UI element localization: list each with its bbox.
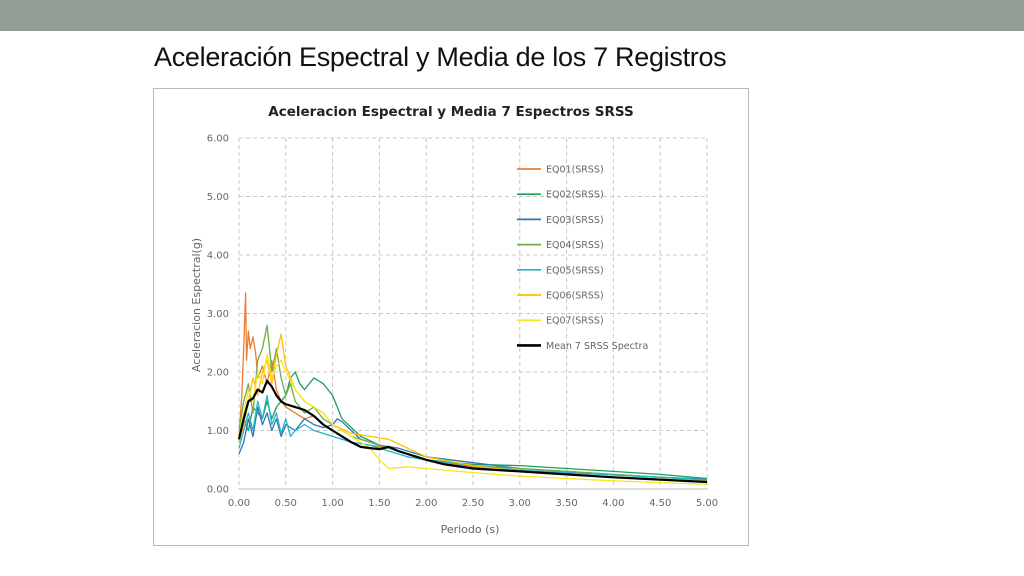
x-tick-label: 3.50	[555, 498, 577, 509]
y-tick-label: 2.00	[207, 368, 229, 379]
legend-label: EQ02(SRSS)	[546, 190, 604, 201]
series-line-8	[237, 379, 708, 484]
legend-label: EQ01(SRSS)	[546, 165, 604, 176]
series-line-3	[238, 406, 708, 480]
y-tick-label: 0.00	[207, 485, 229, 496]
legend: EQ01(SRSS) EQ02(SRSS) EQ03(SRSS) EQ04(SRSS)…	[517, 165, 648, 352]
y-tick-label: 3.00	[207, 309, 229, 320]
top-bar	[0, 0, 1024, 31]
x-tick-label: 2.50	[462, 498, 484, 509]
x-tick-label: 4.00	[602, 498, 624, 509]
legend-label: EQ03(SRSS)	[546, 215, 604, 226]
x-tick-label: 0.50	[275, 498, 297, 509]
y-tick-label: 5.00	[207, 192, 229, 203]
legend-label: EQ07(SRSS)	[546, 316, 604, 327]
x-tick-label: 2.00	[415, 498, 437, 509]
legend-label: EQ04(SRSS)	[546, 240, 604, 251]
chart: Aceleracion Espectral y Media 7 Espectro…	[190, 104, 718, 536]
y-tick-label: 1.00	[207, 426, 229, 437]
x-tick-label: 4.50	[649, 498, 671, 509]
y-tick-label: 4.00	[207, 251, 229, 262]
chart-frame: Aceleracion Espectral y Media 7 Espectro…	[153, 88, 749, 546]
chart-title: Aceleracion Espectral y Media 7 Espectro…	[268, 104, 633, 120]
axis-ticks: 0.00 0.50 1.00 1.50 2.00 2.50 3.00 3.50 4.00 4.50…	[207, 134, 718, 510]
slide-title: Aceleración Espectral y Media de los 7 R…	[154, 42, 727, 72]
grid	[238, 137, 708, 490]
series-lines	[237, 292, 708, 485]
x-tick-label: 5.00	[696, 498, 718, 509]
y-axis-label: Aceleracion Espectral(g)	[190, 238, 203, 372]
x-tick-label: 0.00	[228, 498, 250, 509]
x-tick-label: 3.00	[509, 498, 531, 509]
series-line-4	[238, 324, 708, 481]
legend-label: EQ06(SRSS)	[546, 291, 604, 302]
y-tick-label: 6.00	[207, 134, 229, 145]
x-tick-label: 1.00	[321, 498, 343, 509]
series-line-1	[238, 292, 708, 481]
legend-label: EQ05(SRSS)	[546, 265, 604, 276]
x-tick-label: 1.50	[368, 498, 390, 509]
series-line-7	[238, 353, 708, 485]
x-axis-label: Periodo (s)	[441, 523, 500, 536]
legend-label: Mean 7 SRSS Spectra	[546, 341, 648, 352]
